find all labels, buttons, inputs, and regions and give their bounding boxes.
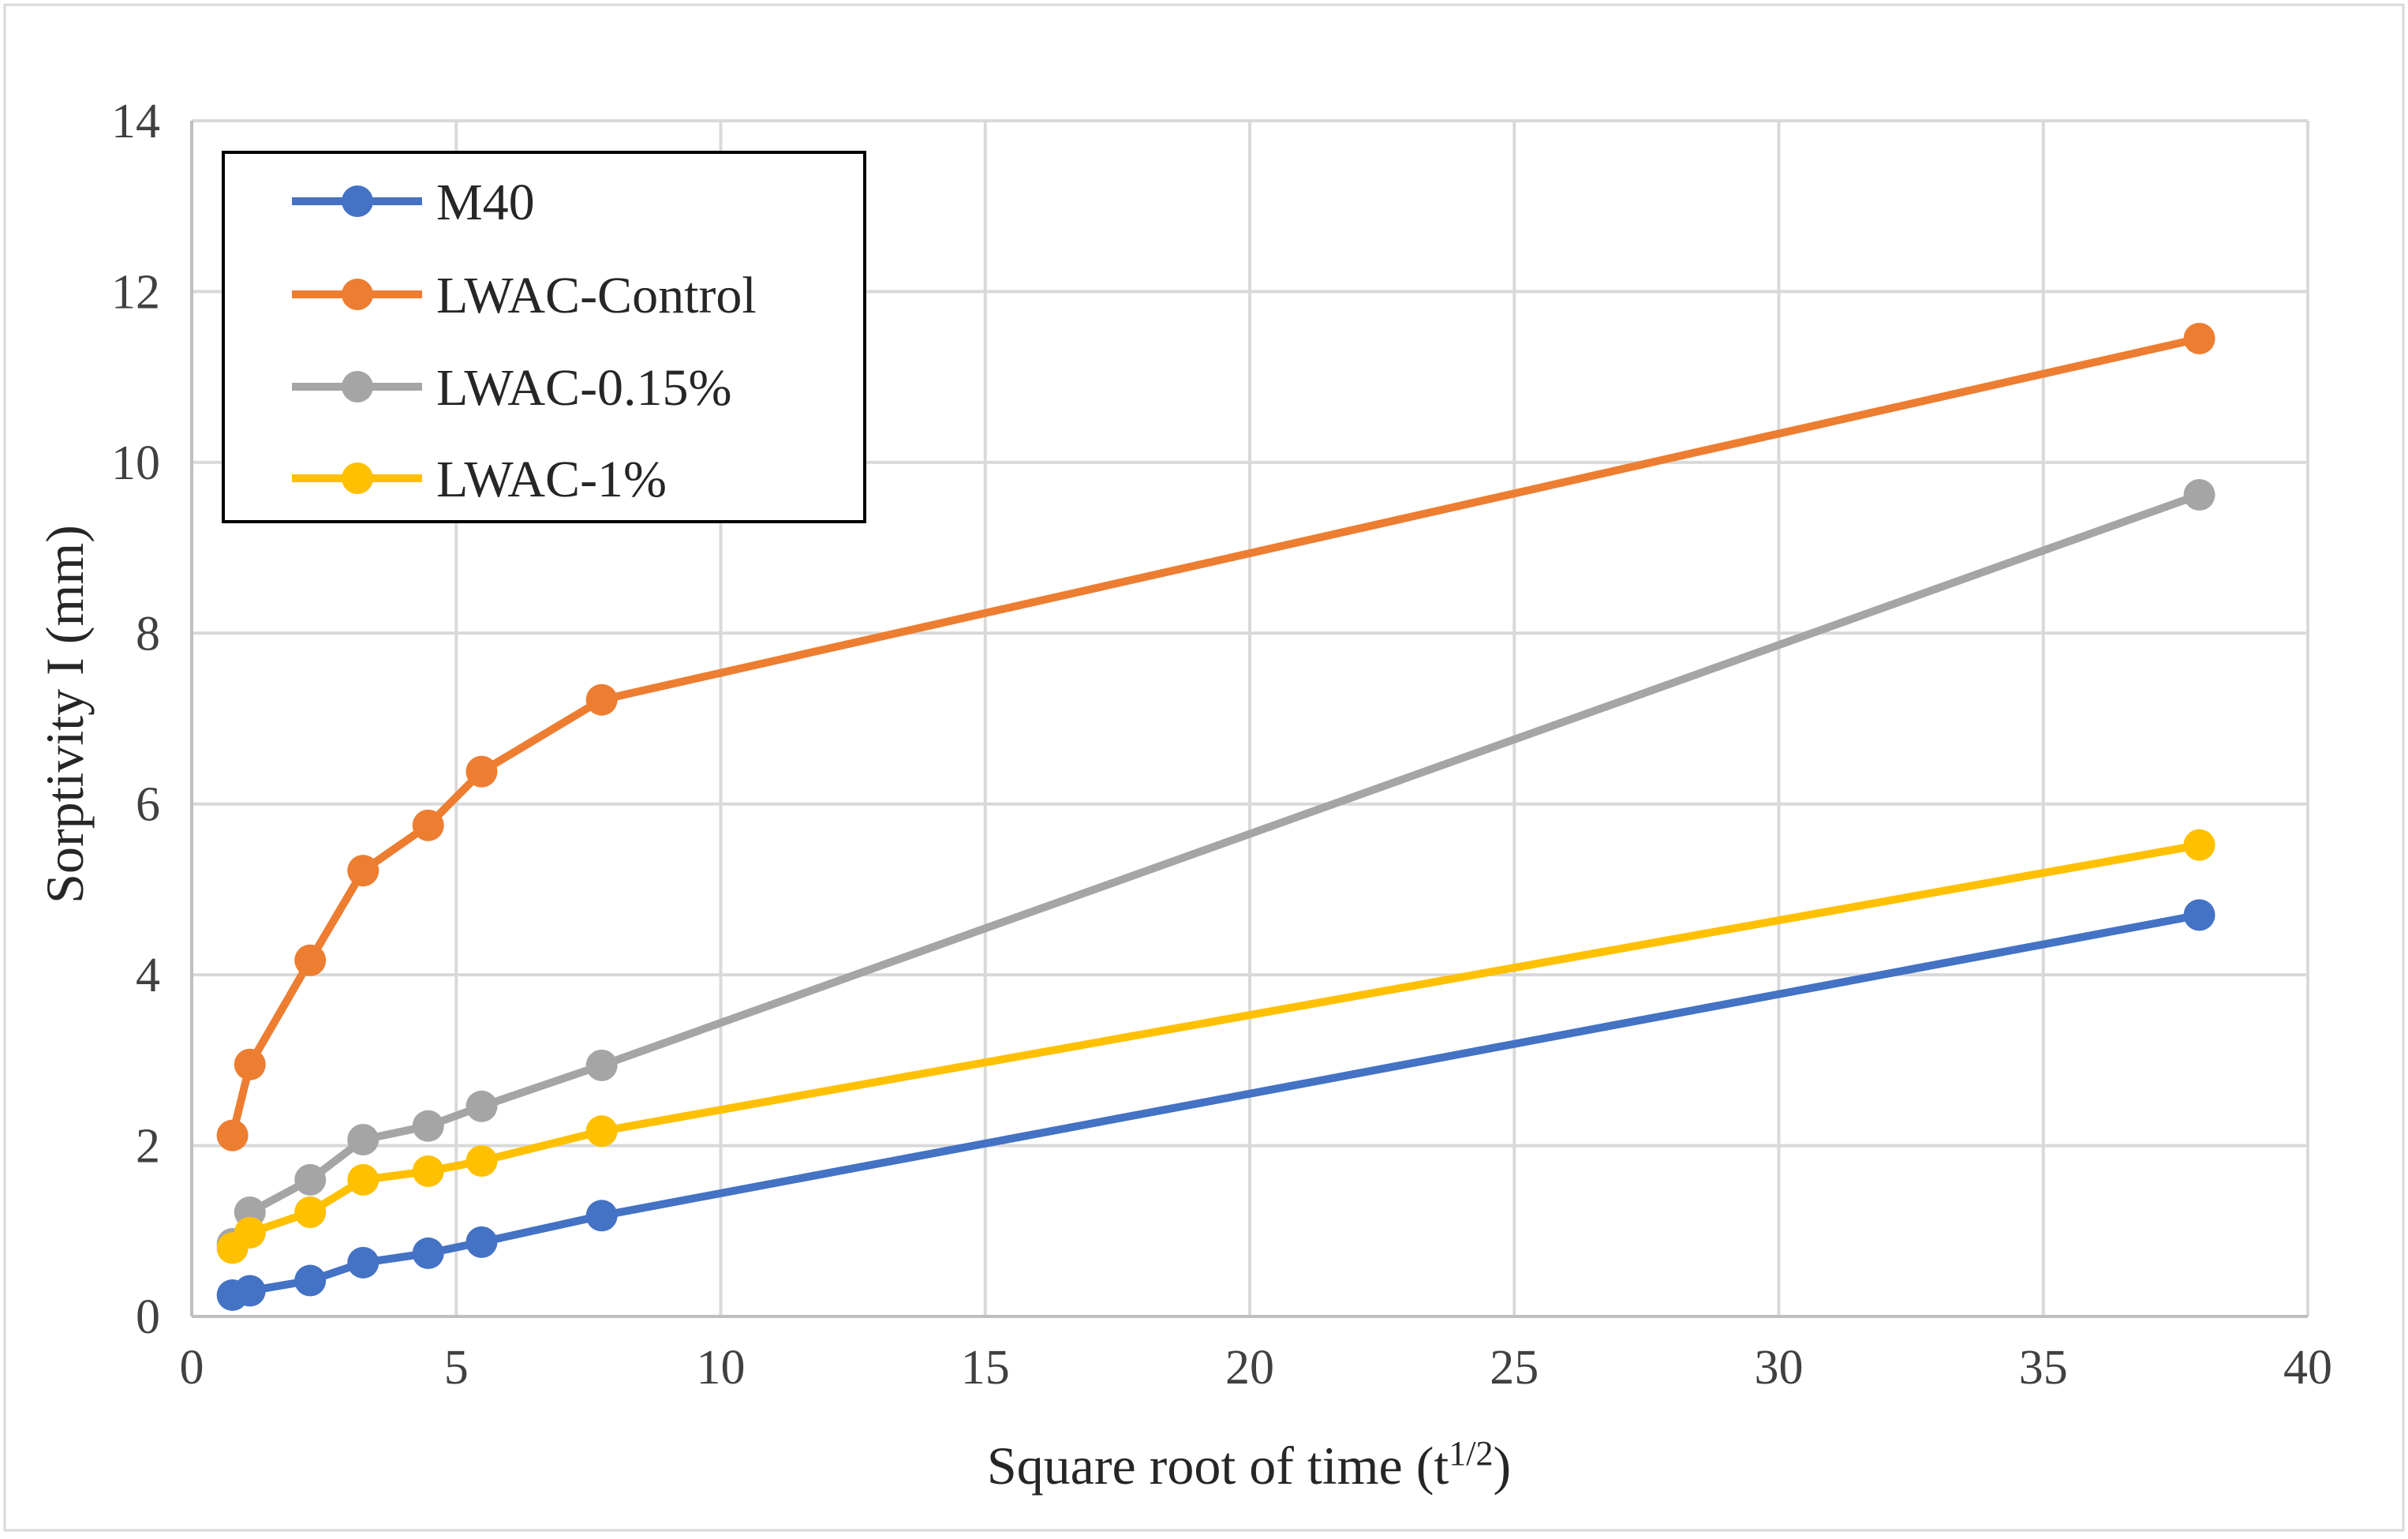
legend-label-m40: M40: [436, 174, 535, 231]
y-axis-title: Sorptivity I (mm): [35, 525, 95, 904]
legend-marker-m40: [342, 185, 373, 217]
x-tick-label: 35: [2019, 1341, 2068, 1395]
legend-label-lwac-015: LWAC-0.15%: [436, 359, 732, 417]
x-tick-label: 5: [444, 1341, 469, 1395]
y-tick-label: 4: [136, 949, 160, 1002]
data-point-lwac-0-15: [412, 1110, 444, 1142]
data-point-lwac-0-15: [466, 1090, 498, 1122]
data-point-lwac-0-15: [585, 1049, 618, 1081]
data-point-m40: [2183, 899, 2215, 931]
y-tick-label: 10: [111, 436, 160, 490]
x-axis-title: Square root of time (t1/2): [987, 1434, 1511, 1496]
data-point-lwac-0-15: [2183, 478, 2215, 511]
legend-item-lwac-015: LWAC-0.15%: [292, 359, 732, 417]
data-point-lwac-1: [2183, 829, 2215, 861]
data-point-m40: [234, 1275, 266, 1307]
legend-box: [222, 151, 866, 523]
data-point-lwac-0-15: [294, 1163, 327, 1196]
data-point-m40: [294, 1264, 327, 1297]
data-point-lwac-control: [585, 683, 618, 716]
series-lwac-control: [216, 322, 2215, 1151]
x-tick-label: 15: [961, 1341, 1010, 1395]
legend-label-lwac-1: LWAC-1%: [436, 451, 667, 508]
data-point-lwac-0-15: [347, 1123, 380, 1155]
data-point-m40: [585, 1200, 618, 1232]
data-point-lwac-1: [585, 1115, 618, 1148]
series-lwac-1: [216, 829, 2215, 1264]
legend-item-lwac-1: LWAC-1%: [292, 451, 667, 508]
data-point-lwac-control: [347, 855, 380, 887]
legend-item-lwac-control: LWAC-Control: [292, 267, 757, 324]
y-tick-label: 14: [111, 95, 160, 148]
legend-item-m40: M40: [292, 174, 535, 231]
data-point-lwac-1: [347, 1163, 380, 1196]
data-point-m40: [412, 1237, 444, 1269]
series: [216, 322, 2215, 1311]
data-point-lwac-control: [294, 944, 327, 976]
data-point-lwac-control: [412, 809, 444, 841]
x-tick-label: 0: [180, 1341, 204, 1395]
x-tick-label: 10: [697, 1341, 746, 1395]
y-tick-label: 0: [136, 1290, 160, 1344]
legend-marker-lwac-1: [342, 462, 373, 494]
data-point-lwac-control: [2183, 322, 2215, 354]
legend-label-lwac-control: LWAC-Control: [436, 267, 757, 324]
x-tick-label: 20: [1225, 1341, 1274, 1395]
y-tick-label: 2: [136, 1120, 160, 1174]
legend: M40 LWAC-Control LWAC-0.15% LWAC-1%: [222, 151, 866, 523]
series-m40: [216, 899, 2215, 1311]
y-tick-label: 6: [136, 778, 160, 832]
data-point-lwac-control: [466, 755, 498, 788]
x-tick-label: 40: [2283, 1341, 2332, 1395]
data-point-m40: [347, 1246, 380, 1279]
series-line-lwac-control: [228, 334, 2204, 1140]
data-point-lwac-1: [466, 1145, 498, 1178]
y-tick-label: 12: [111, 265, 160, 319]
data-point-lwac-1: [234, 1216, 266, 1249]
axes: 0 2 4 6 8 10 12 14 0 5 10 15 20 25 30 35 40: [111, 95, 2332, 1395]
legend-marker-lwac-control: [342, 279, 373, 310]
data-point-lwac-1: [412, 1155, 444, 1188]
data-point-lwac-1: [294, 1196, 327, 1228]
data-point-m40: [466, 1226, 498, 1258]
x-tick-label: 25: [1490, 1341, 1539, 1395]
data-point-lwac-control: [234, 1048, 266, 1080]
legend-marker-lwac-015: [342, 371, 373, 403]
y-tick-label: 8: [136, 607, 160, 661]
data-point-lwac-control: [216, 1119, 249, 1151]
x-tick-label: 30: [1755, 1341, 1804, 1395]
